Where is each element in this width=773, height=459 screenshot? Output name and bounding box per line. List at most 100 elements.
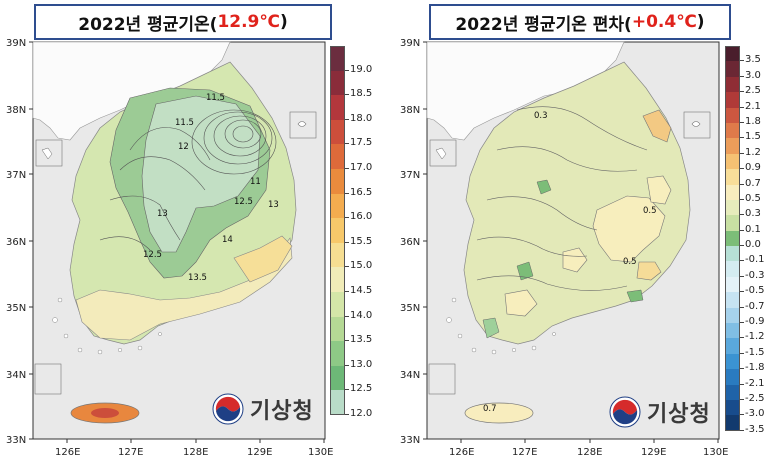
legend-label: 0.9 [745, 162, 761, 174]
left-southeast-warm [233, 235, 293, 283]
legend-swatch [725, 399, 740, 416]
contour-label: 12 [178, 142, 189, 152]
legend-entry: -3.0 [725, 399, 773, 419]
legend-tick [740, 337, 744, 339]
legend-label: 12.5 [350, 383, 373, 395]
legend-label: 0.7 [745, 177, 761, 189]
agency-name: 기상청 [647, 402, 711, 427]
right-west-islands [446, 297, 556, 355]
legend-swatch [725, 323, 740, 339]
legend-entry: 13.5 [330, 316, 382, 345]
y-tick-label: 36N [400, 237, 420, 248]
right-warm-blob-4 [504, 289, 538, 317]
legend-entry: -0.1 [725, 246, 773, 265]
legend-tick [345, 118, 349, 120]
left-legend: 19.0 18.5 18.0 17.5 17.0 16.5 16.0 15.5 15.0 14.5… [330, 46, 382, 419]
legend-tick [740, 91, 744, 93]
y-tick-label: 39N [400, 38, 420, 49]
legend-label: 0.1 [745, 223, 761, 235]
legend-entry: 18.0 [330, 95, 382, 124]
legend-tick [740, 198, 744, 200]
left-map: 11.5 11.5 12 11 12.5 13 13 14 12.5 13.5 … [6, 38, 333, 458]
legend-entry: 0.0 [725, 230, 773, 250]
legend-tick [345, 167, 349, 169]
legend-swatch [330, 341, 345, 366]
legend-entry: 12.0 [330, 390, 382, 419]
legend-label: -1.5 [745, 346, 765, 358]
x-tick-label: 129E [247, 447, 272, 458]
legend-entry: 14.5 [330, 267, 382, 296]
legend-swatch [330, 144, 345, 169]
contour-label: 13 [268, 200, 279, 210]
legend-label: -0.1 [745, 254, 765, 266]
legend-tick [345, 94, 349, 96]
right-island-small [435, 147, 447, 160]
left-cool-zone [141, 95, 261, 253]
left-kma-logo: 기상청 [212, 393, 314, 425]
left-west-islands [52, 297, 162, 355]
right-cool-spot-2 [516, 261, 534, 281]
legend-entry: -2.5 [725, 384, 773, 404]
legend-swatch [725, 307, 740, 324]
legend-tick [740, 229, 744, 231]
contour-label: 13 [157, 209, 168, 219]
legend-swatch [725, 46, 740, 62]
legend-tick [345, 389, 349, 391]
legend-tick [740, 306, 744, 308]
y-tick-label: 39N [6, 38, 26, 49]
legend-swatch [725, 415, 740, 431]
contour-label: 0.7 [483, 404, 497, 414]
right-warm-blob-3 [562, 247, 588, 273]
left-island-small [41, 147, 53, 160]
right-warm-blob-ne [642, 109, 672, 143]
right-sw-inset [428, 363, 456, 395]
contour-label: 12.5 [143, 250, 162, 260]
legend-swatch [725, 122, 740, 139]
legend-entry: 19.0 [330, 46, 382, 75]
legend-label: 14.0 [350, 309, 373, 321]
legend-tick [740, 383, 744, 385]
legend-swatch [330, 218, 345, 243]
left-title: 2022년 평균기온(12.9℃) [34, 4, 332, 40]
right-contour-labels: 0.3 0.5 0.5 0.7 [483, 111, 657, 414]
legend-label: 18.5 [350, 88, 373, 100]
legend-tick [740, 291, 744, 293]
legend-swatch [725, 199, 740, 216]
x-tick-label: 128E [577, 447, 602, 458]
x-tick-label: 126E [55, 447, 80, 458]
left-title-suffix: ) [279, 12, 288, 32]
contour-label: 0.5 [623, 257, 637, 267]
right-title-prefix: 2022년 평균기온 편차( [455, 14, 632, 35]
y-tick-label: 37N [6, 170, 26, 181]
legend-label: 15.5 [350, 235, 373, 247]
legend-tick [345, 192, 349, 194]
right-ulleung-inset [683, 111, 711, 139]
legend-entry: -1.8 [725, 353, 773, 373]
legend-entry: -2.1 [725, 369, 773, 389]
legend-swatch [725, 169, 740, 185]
legend-swatch [330, 390, 345, 415]
left-y-ticks [29, 41, 325, 443]
left-y-axis: 39N 38N 37N 36N 35N 34N 33N [6, 38, 26, 446]
legend-label: -2.5 [745, 392, 765, 404]
left-sw-inset [34, 363, 62, 395]
y-tick-label: 37N [400, 170, 420, 181]
right-warm-blob-2 [646, 175, 672, 205]
legend-entry: 3.5 [725, 46, 773, 65]
left-jeju-core [91, 408, 119, 418]
legend-tick [740, 214, 744, 216]
right-title-suffix: ) [696, 12, 705, 32]
left-contour-labels: 11.5 11.5 12 11 12.5 13 13 14 12.5 13.5 [143, 93, 279, 283]
legend-tick [740, 137, 744, 139]
legend-label: 1.8 [745, 115, 761, 127]
legend-label: -3.5 [745, 423, 765, 435]
legend-swatch [330, 70, 345, 96]
legend-swatch [330, 193, 345, 219]
legend-tick [740, 106, 744, 108]
legend-swatch [330, 46, 345, 71]
legend-swatch [725, 276, 740, 293]
legend-label: -1.2 [745, 331, 765, 343]
legend-entry: -0.7 [725, 292, 773, 312]
legend-label: 15.0 [350, 260, 373, 272]
legend-swatch [725, 246, 740, 262]
